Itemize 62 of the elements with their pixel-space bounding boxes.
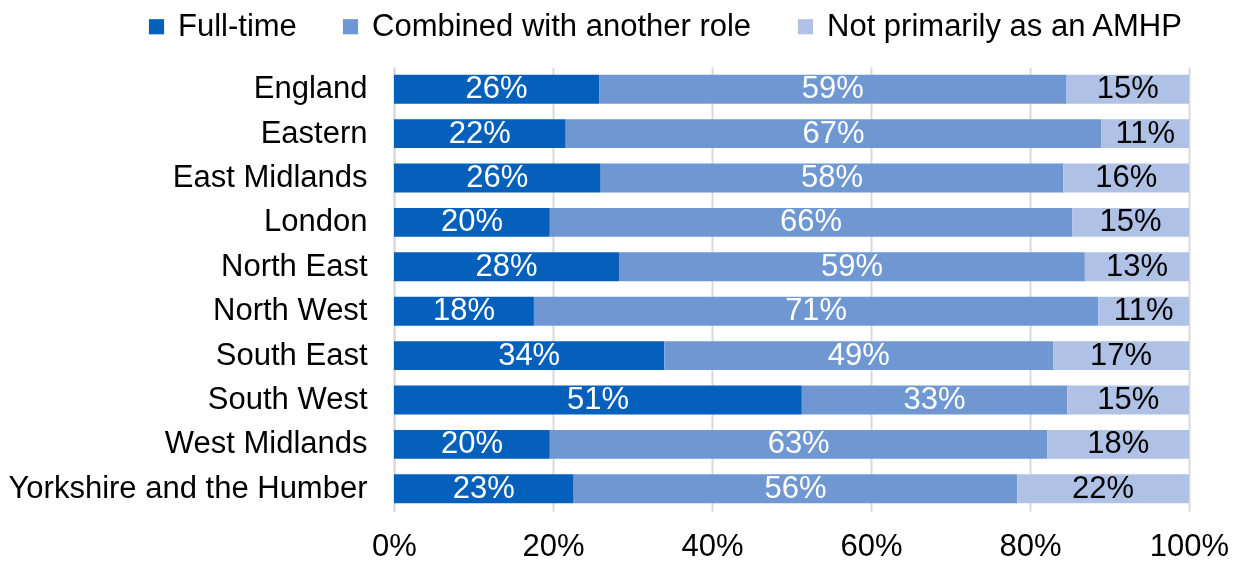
bar [599,74,1067,104]
bar [664,341,1054,371]
data-label: 33% [903,381,966,416]
data-label: 20% [440,203,503,239]
data-label: 22% [448,114,511,150]
data-label: 58% [801,159,864,194]
data-label: 11% [1113,292,1174,328]
data-label: 17% [1090,336,1153,372]
data-label: 13% [1105,247,1168,283]
x-tick-label: 20% [522,527,585,563]
data-label: 34% [498,336,561,372]
data-label: 71% [785,292,848,328]
y-tick-label: South East [215,336,368,372]
data-label: 59% [801,70,864,106]
data-label: 22% [1072,469,1135,505]
legend-label: Not primarily as an AMHP [827,7,1182,43]
data-label: 49% [827,336,890,372]
y-tick-label: West Midlands [164,425,368,461]
data-label: 63% [767,425,830,461]
y-tick-label: Eastern [260,114,368,150]
bar [549,429,1048,459]
data-label: 20% [440,425,503,461]
bar [394,341,665,371]
y-tick-label: North West [213,292,368,328]
y-tick-label: North East [221,247,368,283]
y-tick-label: England [253,70,368,106]
y-tick-label: East Midlands [172,159,368,194]
bar [600,163,1064,193]
bar [394,74,600,104]
y-tick-label: London [264,203,368,239]
bar [565,119,1102,149]
bar [618,252,1085,282]
x-tick-label: 0% [372,527,417,563]
data-label: 67% [802,114,865,150]
data-label: 15% [1099,203,1162,239]
data-label: 23% [452,469,515,505]
bar [394,252,619,282]
data-label: 16% [1095,159,1158,194]
data-label: 28% [475,247,538,283]
y-tick-label: South West [207,381,368,416]
data-label: 51% [566,381,629,416]
y-tick-label: Yorkshire and the Humber [8,469,368,505]
bar [573,474,1018,504]
data-label: 26% [465,70,528,106]
x-tick-label: 60% [840,527,903,563]
data-label: 66% [779,203,842,239]
bar [533,296,1099,326]
x-tick-label: 80% [999,527,1062,563]
data-label: 15% [1097,381,1160,416]
data-label: 59% [820,247,883,283]
legend-label: Combined with another role [372,7,752,43]
legend-label: Full-time [178,7,297,43]
x-tick-label: 100% [1149,527,1230,563]
data-label: 18% [432,292,495,328]
bar [549,207,1073,237]
data-label: 15% [1096,70,1159,106]
data-label: 56% [764,469,827,505]
data-label: 26% [466,159,529,194]
data-label: 18% [1087,425,1150,461]
data-label: 11% [1115,114,1176,150]
bar [394,385,802,415]
x-tick-label: 40% [681,527,744,563]
